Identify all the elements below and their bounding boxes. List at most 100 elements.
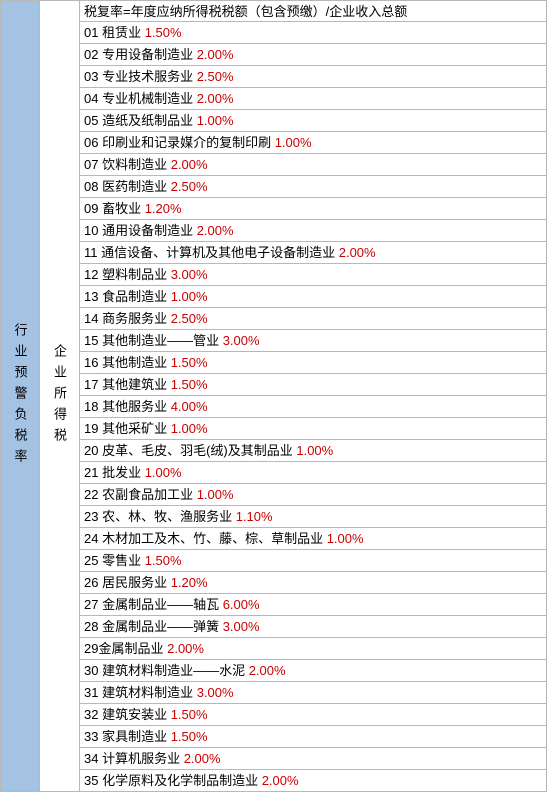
row-number: 02 (84, 47, 98, 62)
row-rate: 1.00% (167, 289, 207, 304)
row-number: 14 (84, 311, 98, 326)
row-rate: 1.00% (293, 443, 333, 458)
row-rate: 2.00% (193, 223, 233, 238)
row-industry: 其他服务业 (98, 399, 167, 414)
row-industry: 通信设备、计算机及其他电子设备制造业 (98, 245, 336, 260)
row-industry: 其他制造业——管业 (98, 333, 219, 348)
row-number: 33 (84, 729, 98, 744)
row-number: 19 (84, 421, 98, 436)
row-industry: 商务服务业 (98, 311, 167, 326)
table-row: 16 其他制造业 1.50% (80, 352, 547, 374)
row-number: 28 (84, 619, 98, 634)
row-rate: 2.50% (167, 179, 207, 194)
row-number: 08 (84, 179, 98, 194)
row-number: 17 (84, 377, 98, 392)
table-row: 12 塑料制品业 3.00% (80, 264, 547, 286)
row-industry: 批发业 (98, 465, 141, 480)
row-rate: 1.10% (232, 509, 272, 524)
row-industry: 建筑安装业 (98, 707, 167, 722)
row-rate: 1.00% (323, 531, 363, 546)
row-industry: 化学原料及化学制品制造业 (98, 773, 258, 788)
row-number: 21 (84, 465, 98, 480)
row-rate: 1.20% (167, 575, 207, 590)
row-industry: 居民服务业 (98, 575, 167, 590)
row-industry: 专业机械制造业 (98, 91, 193, 106)
table-row: 26 居民服务业 1.20% (80, 572, 547, 594)
row-industry: 造纸及纸制品业 (98, 113, 193, 128)
row-number: 15 (84, 333, 98, 348)
row-rate: 1.00% (271, 135, 311, 150)
row-rate: 1.50% (167, 707, 207, 722)
row-industry: 建筑材料制造业 (98, 685, 193, 700)
row-rate: 4.00% (167, 399, 207, 414)
row-rate: 1.00% (193, 487, 233, 502)
row-rate: 1.00% (167, 421, 207, 436)
row-number: 11 (84, 245, 98, 260)
row-number: 13 (84, 289, 98, 304)
table-row: 09 畜牧业 1.20% (80, 198, 547, 220)
row-number: 09 (84, 201, 98, 216)
row-number: 04 (84, 91, 98, 106)
row-number: 23 (84, 509, 98, 524)
row-industry: 计算机服务业 (98, 751, 180, 766)
row-industry: 家具制造业 (98, 729, 167, 744)
table-row: 05 造纸及纸制品业 1.00% (80, 110, 547, 132)
tax-rate-table: 行业预警负税率 企业所得税 税复率=年度应纳所得税税额（包含预缴）/企业收入总额… (0, 0, 547, 792)
row-industry: 农、林、牧、渔服务业 (98, 509, 232, 524)
row-number: 24 (84, 531, 98, 546)
row-number: 25 (84, 553, 98, 568)
row-number: 18 (84, 399, 98, 414)
table-row: 04 专业机械制造业 2.00% (80, 88, 547, 110)
row-industry: 其他制造业 (98, 355, 167, 370)
row-rate: 3.00% (219, 333, 259, 348)
row-rate: 1.50% (167, 729, 207, 744)
row-rate: 3.00% (219, 619, 259, 634)
table-row: 27 金属制品业——轴瓦 6.00% (80, 594, 547, 616)
row-number: 03 (84, 69, 98, 84)
category-label-left: 行业预警负税率 (0, 0, 40, 792)
row-rate: 1.50% (167, 355, 207, 370)
table-row: 01 租赁业 1.50% (80, 22, 547, 44)
row-number: 26 (84, 575, 98, 590)
table-row: 22 农副食品加工业 1.00% (80, 484, 547, 506)
table-row: 30 建筑材料制造业——水泥 2.00% (80, 660, 547, 682)
row-number: 10 (84, 223, 98, 238)
row-rate: 1.00% (141, 465, 181, 480)
row-number: 31 (84, 685, 98, 700)
table-row: 35 化学原料及化学制品制造业 2.00% (80, 770, 547, 792)
row-industry: 农副食品加工业 (98, 487, 193, 502)
table-row: 29金属制品业 2.00% (80, 638, 547, 660)
row-rate: 2.00% (335, 245, 375, 260)
row-number: 29 (84, 641, 98, 656)
row-rate: 2.00% (245, 663, 285, 678)
table-row: 33 家具制造业 1.50% (80, 726, 547, 748)
table-row: 11 通信设备、计算机及其他电子设备制造业 2.00% (80, 242, 547, 264)
table-row: 31 建筑材料制造业 3.00% (80, 682, 547, 704)
table-row: 23 农、林、牧、渔服务业 1.10% (80, 506, 547, 528)
row-rate: 3.00% (193, 685, 233, 700)
row-number: 05 (84, 113, 98, 128)
row-industry: 金属制品业——轴瓦 (98, 597, 219, 612)
row-rate: 2.00% (163, 641, 203, 656)
table-row: 24 木材加工及木、竹、藤、棕、草制品业 1.00% (80, 528, 547, 550)
table-row: 03 专业技术服务业 2.50% (80, 66, 547, 88)
table-row: 17 其他建筑业 1.50% (80, 374, 547, 396)
table-row: 32 建筑安装业 1.50% (80, 704, 547, 726)
row-number: 32 (84, 707, 98, 722)
table-row: 02 专用设备制造业 2.00% (80, 44, 547, 66)
table-row: 28 金属制品业——弹簧 3.00% (80, 616, 547, 638)
table-row: 18 其他服务业 4.00% (80, 396, 547, 418)
row-rate: 2.50% (193, 69, 233, 84)
row-rate: 2.00% (193, 91, 233, 106)
row-industry: 塑料制品业 (98, 267, 167, 282)
category-label-mid: 企业所得税 (40, 0, 80, 792)
table-row: 34 计算机服务业 2.00% (80, 748, 547, 770)
table-row: 19 其他采矿业 1.00% (80, 418, 547, 440)
row-number: 30 (84, 663, 98, 678)
table-row: 21 批发业 1.00% (80, 462, 547, 484)
table-row: 15 其他制造业——管业 3.00% (80, 330, 547, 352)
row-industry: 建筑材料制造业——水泥 (98, 663, 245, 678)
table-row: 08 医药制造业 2.50% (80, 176, 547, 198)
table-row: 13 食品制造业 1.00% (80, 286, 547, 308)
row-industry: 饮料制造业 (98, 157, 167, 172)
